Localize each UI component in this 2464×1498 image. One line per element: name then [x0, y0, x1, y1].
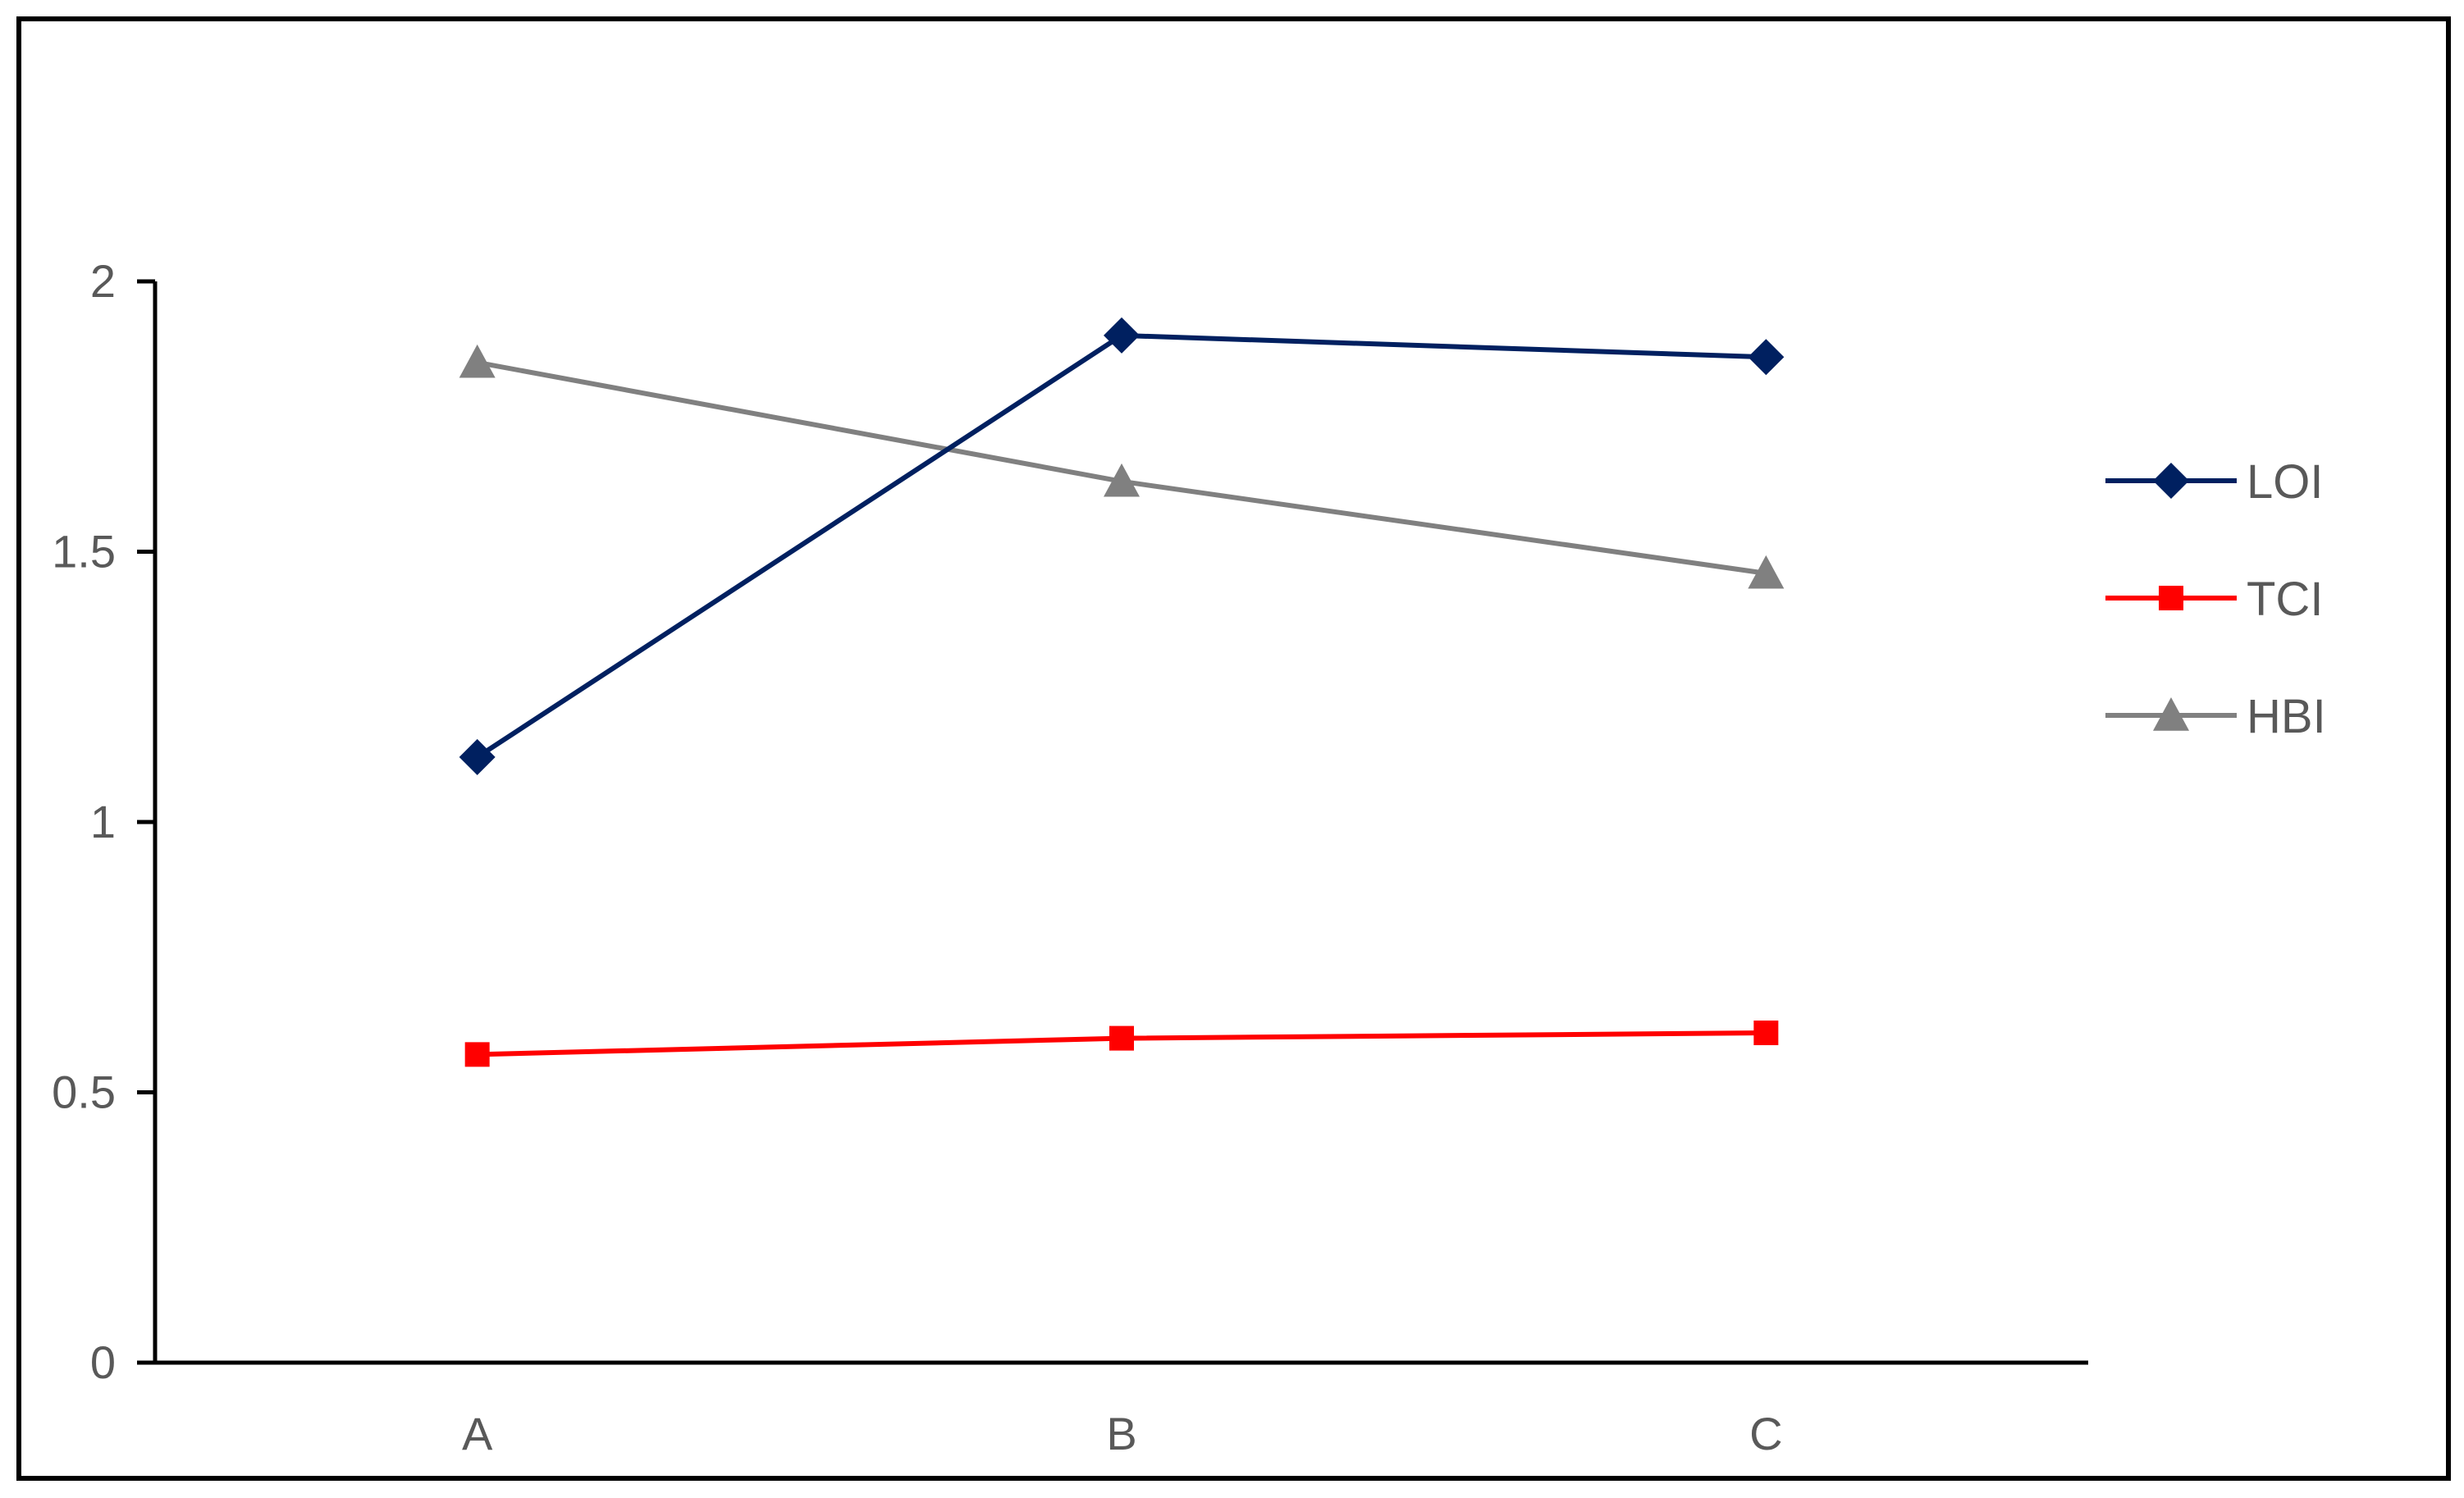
data-point-hbi-a	[459, 344, 496, 378]
legend-item-loi: LOI	[2105, 455, 2324, 509]
series-layer	[459, 317, 1785, 1067]
data-point-hbi-c	[1748, 555, 1785, 589]
series-loi	[459, 317, 1785, 775]
axes: 0 0.5 1 1.5 2 A B C	[52, 255, 2088, 1459]
x-tick-label: B	[1106, 1408, 1136, 1459]
y-tick-label: 1	[90, 796, 116, 847]
data-point-loi-c	[1748, 339, 1785, 376]
line-chart: 0 0.5 1 1.5 2 A B C LOI TCI HBI	[52, 255, 2326, 1459]
legend-marker-hbi	[2153, 697, 2189, 731]
legend-item-hbi: HBI	[2105, 690, 2326, 743]
series-tci	[464, 1021, 1779, 1067]
series-hbi	[459, 344, 1785, 589]
chart-frame: 0 0.5 1 1.5 2 A B C LOI TCI HBI	[16, 16, 2451, 1481]
x-tick-label: C	[1749, 1408, 1782, 1459]
data-point-tci-c	[1753, 1021, 1779, 1046]
data-point-loi-b	[1104, 317, 1140, 354]
legend-item-tci: TCI	[2105, 573, 2323, 626]
y-tick-label: 0	[90, 1336, 116, 1388]
x-tick-label: A	[462, 1408, 493, 1459]
y-tick-label: 2	[90, 255, 116, 307]
data-point-tci-a	[464, 1042, 490, 1067]
data-point-loi-a	[459, 738, 496, 775]
legend-marker-tci	[2159, 586, 2183, 610]
y-tick-label: 1.5	[52, 526, 116, 578]
legend-label-hbi: HBI	[2247, 690, 2326, 743]
legend: LOI TCI HBI	[2105, 455, 2326, 743]
y-tick-label: 0.5	[52, 1066, 116, 1118]
data-point-tci-b	[1109, 1025, 1134, 1051]
data-point-hbi-b	[1104, 463, 1140, 497]
legend-marker-loi	[2153, 463, 2189, 499]
legend-label-loi: LOI	[2247, 455, 2324, 509]
legend-label-tci: TCI	[2247, 573, 2323, 626]
